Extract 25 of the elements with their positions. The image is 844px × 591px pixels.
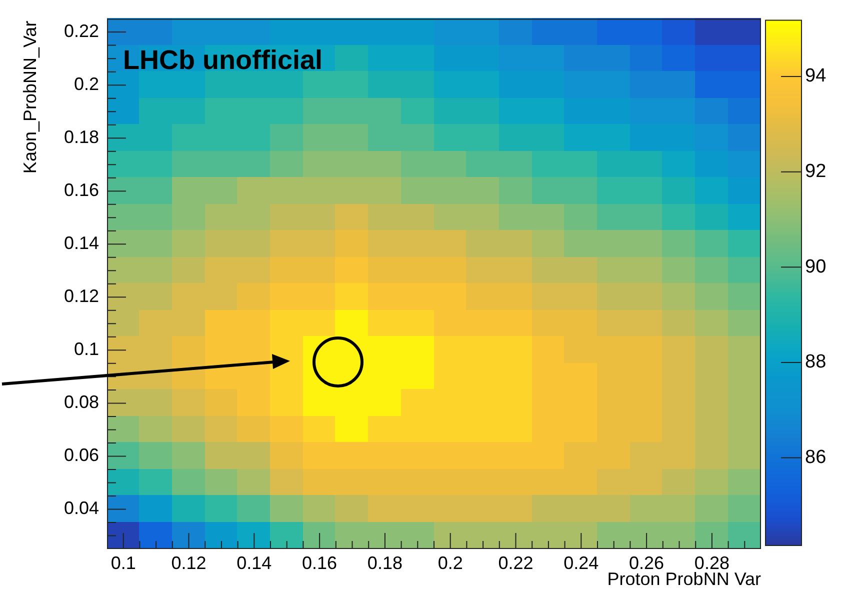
x-tick-label: 0.12	[171, 552, 206, 573]
x-tick-label: 0.1	[110, 552, 136, 573]
x-tick-label: 0.18	[367, 552, 402, 573]
y-tick-label: 0.12	[64, 286, 99, 306]
y-tick-label: 0.14	[64, 233, 99, 254]
color-bar-label: 94	[805, 66, 827, 87]
y-tick-label: 0.1	[74, 339, 99, 360]
x-tick-label: 0.22	[498, 552, 534, 573]
annotation: LHCb unofficial	[123, 44, 322, 75]
color-bar-label: 90	[805, 256, 826, 278]
x-tick-label: 0.24	[564, 552, 599, 573]
y-tick-label: 0.04	[64, 498, 99, 518]
x-tick-label: 0.14	[236, 552, 272, 573]
y-tick-label: 0.08	[64, 392, 99, 412]
color-bar-label: 88	[805, 352, 826, 373]
color-bar-label: 92	[805, 161, 826, 182]
x-tick-label: 0.16	[302, 552, 338, 573]
y-tick-label: 0.16	[64, 180, 99, 200]
color-bar-label: 86	[805, 447, 826, 468]
y-tick-label: 0.2	[74, 74, 99, 94]
y-tick-label: 0.06	[64, 445, 99, 466]
y-tick-label: 0.22	[64, 21, 99, 42]
x-tick-label: 0.2	[438, 552, 463, 573]
y-tick-label: 0.18	[64, 127, 99, 148]
y-axis-title: Kaon_ProbNN_Var	[20, 20, 40, 174]
